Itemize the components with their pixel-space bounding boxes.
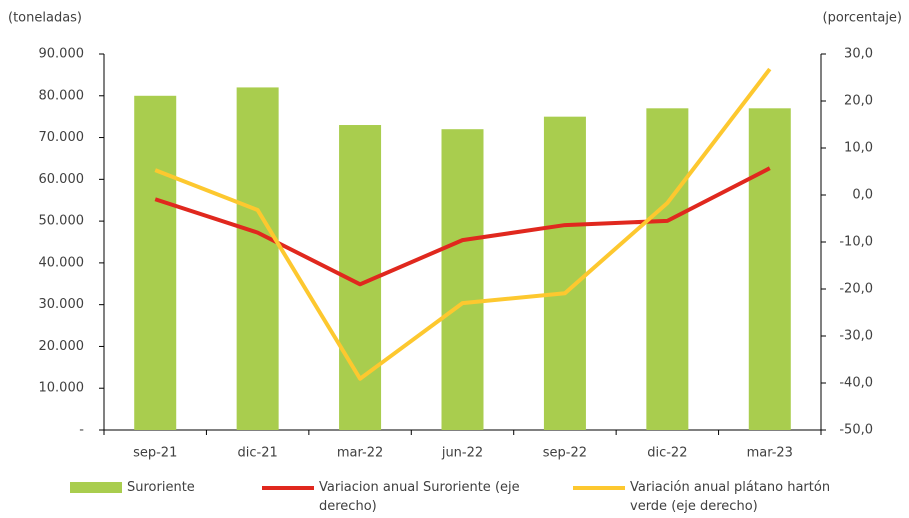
y-tick-label: 90.000 — [39, 47, 85, 62]
y-tick-label: 70.000 — [39, 130, 85, 145]
bar — [236, 87, 279, 430]
line — [154, 166, 771, 287]
y2-tick-label: -40,0 — [839, 376, 873, 391]
y-tick-label: 60.000 — [39, 172, 85, 187]
y2-tick-label: 30,0 — [844, 47, 873, 62]
y-tick-label: 20.000 — [39, 339, 85, 354]
legend-item: Suroriente — [70, 478, 270, 497]
y2-tick-label: 20,0 — [844, 94, 873, 109]
bar — [543, 116, 586, 431]
y-tick-label: 40.000 — [39, 255, 85, 270]
plot: (toneladas) (porcentaje) - 10.000 20.000 30… — [8, 11, 902, 461]
legend-swatch — [262, 486, 314, 490]
y2-tick-label: -20,0 — [839, 282, 873, 297]
x-tick-label: jun-22 — [441, 446, 483, 461]
y2-tick-label: 0,0 — [852, 188, 873, 203]
x-tick-label: dic-22 — [647, 446, 687, 461]
y-tick-label: - — [79, 423, 84, 438]
legend-item: Variacion anual Suroriente (eje derecho) — [262, 478, 542, 516]
x-tick-label: mar-23 — [747, 446, 793, 461]
y2-tick-label: -30,0 — [839, 329, 873, 344]
y2-axis-title: (porcentaje) — [823, 11, 902, 26]
legend-label: Variacion anual Suroriente (eje derecho) — [319, 480, 520, 514]
x-tick-label: sep-22 — [543, 446, 587, 461]
x-tick-label: sep-21 — [133, 446, 177, 461]
y-tick-label: 10.000 — [39, 381, 85, 396]
bar — [134, 95, 177, 431]
y2-tick-label: -10,0 — [839, 235, 873, 250]
legend-item: Variación anual plátano hartón verde (ej… — [573, 478, 873, 516]
bar — [646, 108, 689, 431]
y-tick-label: 30.000 — [39, 297, 85, 312]
legend-swatch — [70, 482, 122, 493]
y-axis-title: (toneladas) — [8, 11, 82, 26]
x-tick-label: dic-21 — [238, 446, 278, 461]
y-tick-label: 80.000 — [39, 88, 85, 103]
legend-label: Suroriente — [127, 480, 195, 495]
bar — [441, 129, 484, 430]
legend-label: Variación anual plátano hartón verde (ej… — [630, 480, 831, 514]
y2-tick-label: -50,0 — [839, 423, 873, 438]
y2-tick-label: 10,0 — [844, 141, 873, 156]
legend-swatch — [573, 486, 625, 490]
x-tick-label: mar-22 — [337, 446, 383, 461]
legend: Suroriente Variacion anual Suroriente (ej… — [0, 478, 909, 518]
line — [154, 67, 772, 381]
y-tick-label: 50.000 — [39, 214, 85, 229]
bar — [748, 108, 791, 431]
